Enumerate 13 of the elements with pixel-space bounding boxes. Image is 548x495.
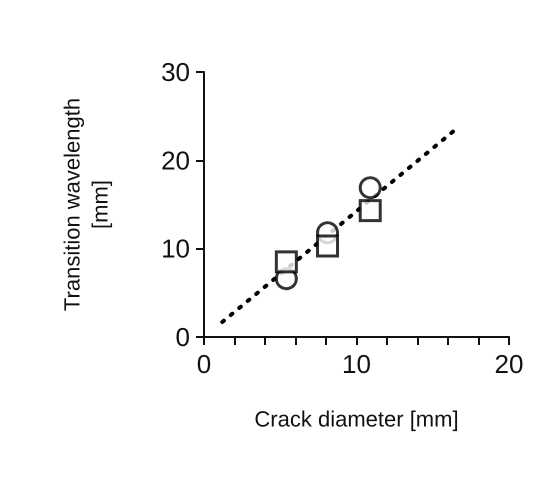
point bbox=[274, 250, 298, 274]
x-axis-title: Crack diameter [mm] bbox=[254, 406, 459, 432]
point bbox=[358, 199, 382, 222]
x-tick-label: 0 bbox=[196, 349, 212, 379]
y-tick-label: 10 bbox=[161, 234, 190, 264]
y-tick-label: 0 bbox=[176, 322, 190, 352]
point bbox=[358, 176, 382, 200]
y-tick-label: 30 bbox=[161, 57, 190, 87]
x-tick-label: 10 bbox=[342, 349, 371, 379]
point bbox=[316, 234, 340, 258]
x-tick-label: 20 bbox=[494, 349, 524, 379]
y-axis-title: Transition wavelength [mm] bbox=[60, 98, 112, 312]
y-tick-label: 20 bbox=[161, 145, 190, 176]
